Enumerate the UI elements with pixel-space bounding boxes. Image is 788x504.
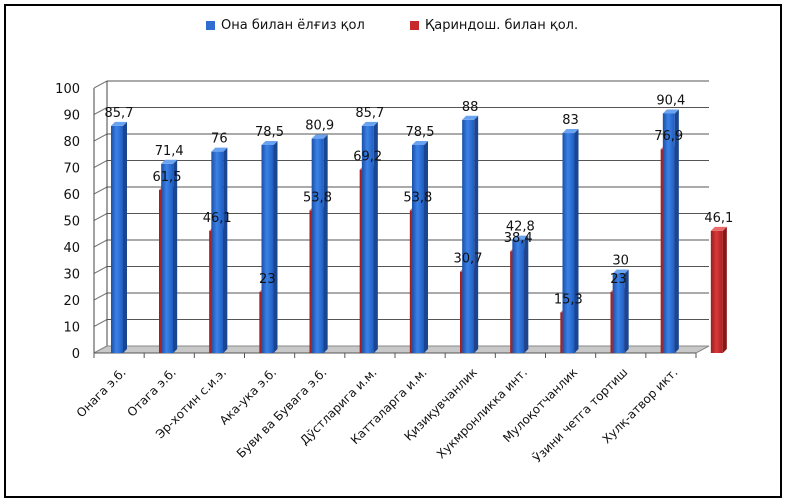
- x-category-label: Ўзини четга тортиш: [530, 365, 631, 466]
- y-tick-label: 50: [63, 215, 80, 230]
- x-category-label: Отага э.б.: [125, 365, 179, 419]
- data-label-series-2: 69,2: [353, 150, 382, 165]
- data-label-series-1: 88: [462, 100, 479, 115]
- gridline-side: [93, 319, 108, 327]
- y-tick-label: 90: [63, 109, 80, 124]
- x-category-label: Буви ва Бувага э.б.: [234, 365, 330, 461]
- data-label-series-2: 53,8: [303, 190, 332, 205]
- data-label-series-1: 85,7: [355, 106, 384, 121]
- gridline-side: [93, 239, 108, 248]
- legend-label-series-2: Қариндош. билан қол.: [425, 18, 579, 33]
- bar-series-1: [111, 121, 127, 354]
- y-tick-label: 70: [63, 162, 80, 177]
- data-label-series-1: 83: [562, 113, 579, 128]
- data-label-series-2: 38,4: [504, 231, 533, 246]
- y-tick-label: 0: [72, 347, 80, 362]
- data-label-series-2: 46,1: [704, 211, 733, 226]
- bar-series-1: [211, 147, 228, 353]
- legend-item-series-1: Она билан ёлғиз қол: [206, 18, 365, 33]
- data-label-series-1: 71,4: [155, 144, 184, 159]
- data-label-series-2: 30,7: [454, 252, 483, 267]
- data-label-series-1: 80,9: [305, 119, 334, 134]
- gridline-side: [93, 107, 108, 115]
- data-label-series-1: 90,4: [656, 93, 685, 108]
- legend-label-series-1: Она билан ёлғиз қол: [221, 18, 365, 33]
- data-label-series-1: 78,5: [255, 125, 284, 140]
- y-tick-label: 20: [63, 294, 80, 309]
- x-category-label: Хукмронликка инт.: [434, 365, 530, 461]
- data-label-series-2: 46,1: [203, 211, 232, 226]
- data-label-series-2: 23: [610, 272, 627, 287]
- y-tick-label: 60: [63, 188, 80, 203]
- data-label-series-2: 76,9: [654, 129, 683, 144]
- gridline-side: [93, 80, 108, 89]
- chart-legend: Она билан ёлғиз қол Қариндош. билан қол.: [0, 18, 788, 38]
- gridline-side: [93, 186, 108, 195]
- data-label-series-1: 76: [211, 132, 228, 147]
- data-label-series-1: 30: [612, 254, 629, 269]
- data-label-series-2: 15,3: [554, 292, 583, 307]
- data-label-series-2: 53,8: [403, 190, 432, 205]
- gridline-side: [93, 160, 108, 168]
- bar-series-1: [562, 129, 579, 353]
- gridline-side: [93, 292, 108, 301]
- bar-series-2: [710, 226, 727, 353]
- data-label-series-1: 42,8: [506, 220, 535, 235]
- legend-swatch-series-2: [410, 21, 419, 30]
- gridline-side: [93, 133, 108, 142]
- data-label-series-2: 61,5: [153, 170, 182, 185]
- bar-series-1: [161, 159, 178, 353]
- bar-series-1: [412, 140, 428, 353]
- bar-series-1: [512, 235, 529, 353]
- y-tick-label: 10: [63, 321, 80, 336]
- data-label-series-1: 85,7: [105, 106, 134, 121]
- bar-series-1: [662, 109, 679, 353]
- data-label-series-2: 23: [259, 272, 276, 287]
- gridline-side: [93, 266, 108, 274]
- gridline-side: [93, 213, 108, 221]
- data-label-series-1: 78,5: [406, 125, 435, 140]
- legend-item-series-2: Қариндош. билан қол.: [410, 18, 578, 33]
- bar-series-1: [311, 134, 328, 353]
- bar-series-1: [462, 115, 479, 353]
- bar-series-1: [361, 121, 378, 354]
- y-tick-label: 30: [63, 268, 80, 283]
- y-tick-label: 100: [55, 82, 80, 97]
- y-tick-label: 80: [63, 135, 80, 150]
- y-tick-label: 40: [63, 241, 80, 256]
- bar-series-1: [612, 269, 629, 353]
- legend-swatch-series-1: [206, 21, 215, 30]
- chart-frame: [4, 4, 782, 498]
- bar-series-1: [261, 140, 278, 353]
- x-category-label: Онага э.б.: [74, 365, 129, 420]
